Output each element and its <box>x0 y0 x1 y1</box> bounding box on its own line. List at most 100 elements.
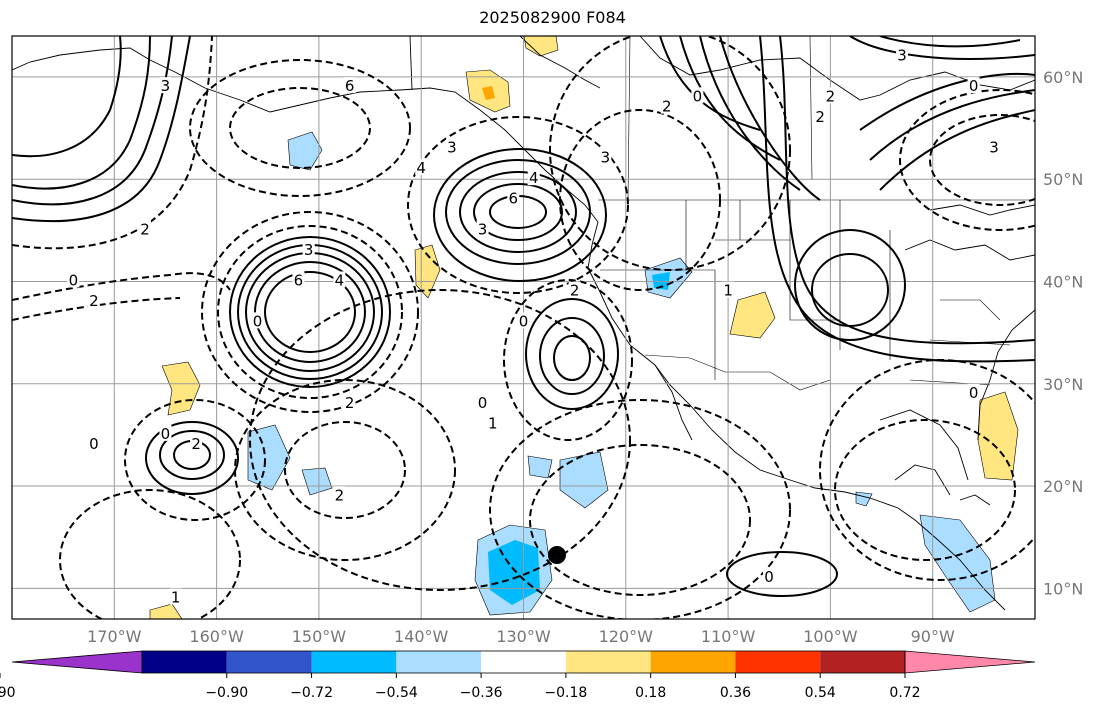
colorbar-extend-high <box>904 650 1036 674</box>
contour-dashed <box>549 36 791 271</box>
contour-solid <box>679 36 781 161</box>
contour-label-bg <box>691 87 704 104</box>
contour-solid <box>699 36 801 191</box>
contour-dashed <box>234 379 456 561</box>
contour-label: 0 <box>253 312 263 330</box>
contour-label-bg <box>169 588 182 605</box>
colorbar-segment <box>396 651 482 673</box>
colorbar-outline <box>141 650 906 674</box>
contour-solid <box>12 36 173 206</box>
lon-tick-label: 150°W <box>292 627 347 646</box>
contour-label-bg <box>67 271 80 288</box>
lat-tick-label: 10°N <box>1043 579 1083 598</box>
colorbar-tick-label: 0.36 <box>720 685 751 701</box>
patch-rockies <box>729 291 776 339</box>
contour-label-bg <box>967 383 980 400</box>
colorbar-tick-label: −0.90 <box>205 685 248 701</box>
contour-solid <box>229 236 391 388</box>
contour-solid <box>525 298 619 410</box>
lon-tick-label: 120°W <box>599 627 654 646</box>
patch-gulf <box>977 391 1019 481</box>
colorbar-segment <box>565 651 651 673</box>
contours <box>12 36 1035 619</box>
contour-label: 0 <box>161 425 171 443</box>
contour-label: 3 <box>478 220 488 238</box>
contour-label: 3 <box>304 241 314 259</box>
contour-label-bg <box>87 291 100 308</box>
colorbar-segment <box>142 651 227 673</box>
colorbar-tick-label: 0.18 <box>635 685 666 701</box>
contour-label: 6 <box>294 271 304 289</box>
shaded-patches <box>149 36 1019 619</box>
patch-pac-east1 <box>527 455 553 479</box>
contour-solid <box>879 109 1035 191</box>
storm-center-marker <box>548 546 566 564</box>
colorbar-labels: −0.90 −0.72 −0.54 −0.36 −0.18 0.18 0.36 0.54 0.7… <box>0 673 921 701</box>
contour-label: 2 <box>89 292 99 310</box>
contour-solid <box>145 421 239 495</box>
contour-dashed <box>503 279 633 441</box>
contour-label-bg <box>415 158 428 175</box>
contour-label-bg <box>476 220 489 237</box>
colorbar-segment <box>650 651 736 673</box>
colorbar-tick-label: 0.72 <box>889 685 920 701</box>
contour-dashed <box>407 116 629 294</box>
contour-label: 4 <box>529 169 539 187</box>
contour-solid <box>859 72 1035 131</box>
contour-solid <box>159 430 225 480</box>
colorbar-tick-label: −0.54 <box>375 685 418 701</box>
patch-gulf-alaska-core <box>482 86 495 100</box>
contour-dashed <box>217 225 403 399</box>
contour-label-bg <box>486 414 499 431</box>
contour-label-bg <box>896 46 909 63</box>
contour-dashed <box>819 359 1035 581</box>
contour-solid <box>539 317 605 395</box>
contour-dashed <box>59 489 241 619</box>
contour-dashed <box>12 36 213 250</box>
patch-pac-west <box>161 361 201 416</box>
patch-bottom <box>149 603 183 619</box>
latitude-labels: 60°N 50°N 40°N 30°N 20°N 10°N <box>1043 68 1083 598</box>
contour-label-bg <box>445 138 458 155</box>
contour-dashed <box>249 289 631 591</box>
patch-pac-mid3 <box>301 467 333 496</box>
patch-pac-east2 <box>559 451 609 509</box>
contour-solid <box>794 229 906 341</box>
colorbar-segment <box>226 651 312 673</box>
contour-label-bg <box>333 486 346 503</box>
contour-label: 1 <box>171 589 181 607</box>
colorbar-tick-label: −0.36 <box>460 685 503 701</box>
contour-label-bg <box>814 107 827 124</box>
contour-label: 0 <box>89 435 99 453</box>
contour-solid <box>879 36 1021 48</box>
contour-label: 1 <box>723 282 733 300</box>
contour-solid <box>779 36 1035 345</box>
lon-tick-label: 140°W <box>394 627 449 646</box>
contour-labels: 634202643020202106433203201223036001 <box>67 0 1001 607</box>
lon-tick-label: 160°W <box>189 627 244 646</box>
colorbar-extend-low <box>11 650 143 674</box>
patch-pac-mid2 <box>247 424 291 491</box>
contour-label-bg <box>517 312 530 329</box>
contour-label-bg <box>763 568 776 585</box>
colorbar-segment <box>311 651 397 673</box>
patch-pac-ne-1 <box>287 131 323 171</box>
contour-solid <box>433 148 607 282</box>
contour-label: 0 <box>969 77 979 95</box>
contour-dashed <box>124 399 266 521</box>
colorbar-segment <box>820 651 905 673</box>
contour-solid <box>473 183 563 241</box>
lon-tick-label: 130°W <box>496 627 551 646</box>
patch-mex <box>855 491 873 507</box>
contour-dashed <box>189 59 411 197</box>
contour-label-bg <box>978 0 990 1</box>
lat-tick-label: 30°N <box>1043 375 1083 394</box>
lat-tick-label: 20°N <box>1043 477 1083 496</box>
contour-label: 3 <box>447 139 457 157</box>
contour-label: 0 <box>519 312 529 330</box>
contour-label-bg <box>190 435 203 452</box>
contour-label-bg <box>660 97 673 114</box>
contour-label: 0 <box>764 568 774 586</box>
contour-label: 0 <box>478 394 488 412</box>
